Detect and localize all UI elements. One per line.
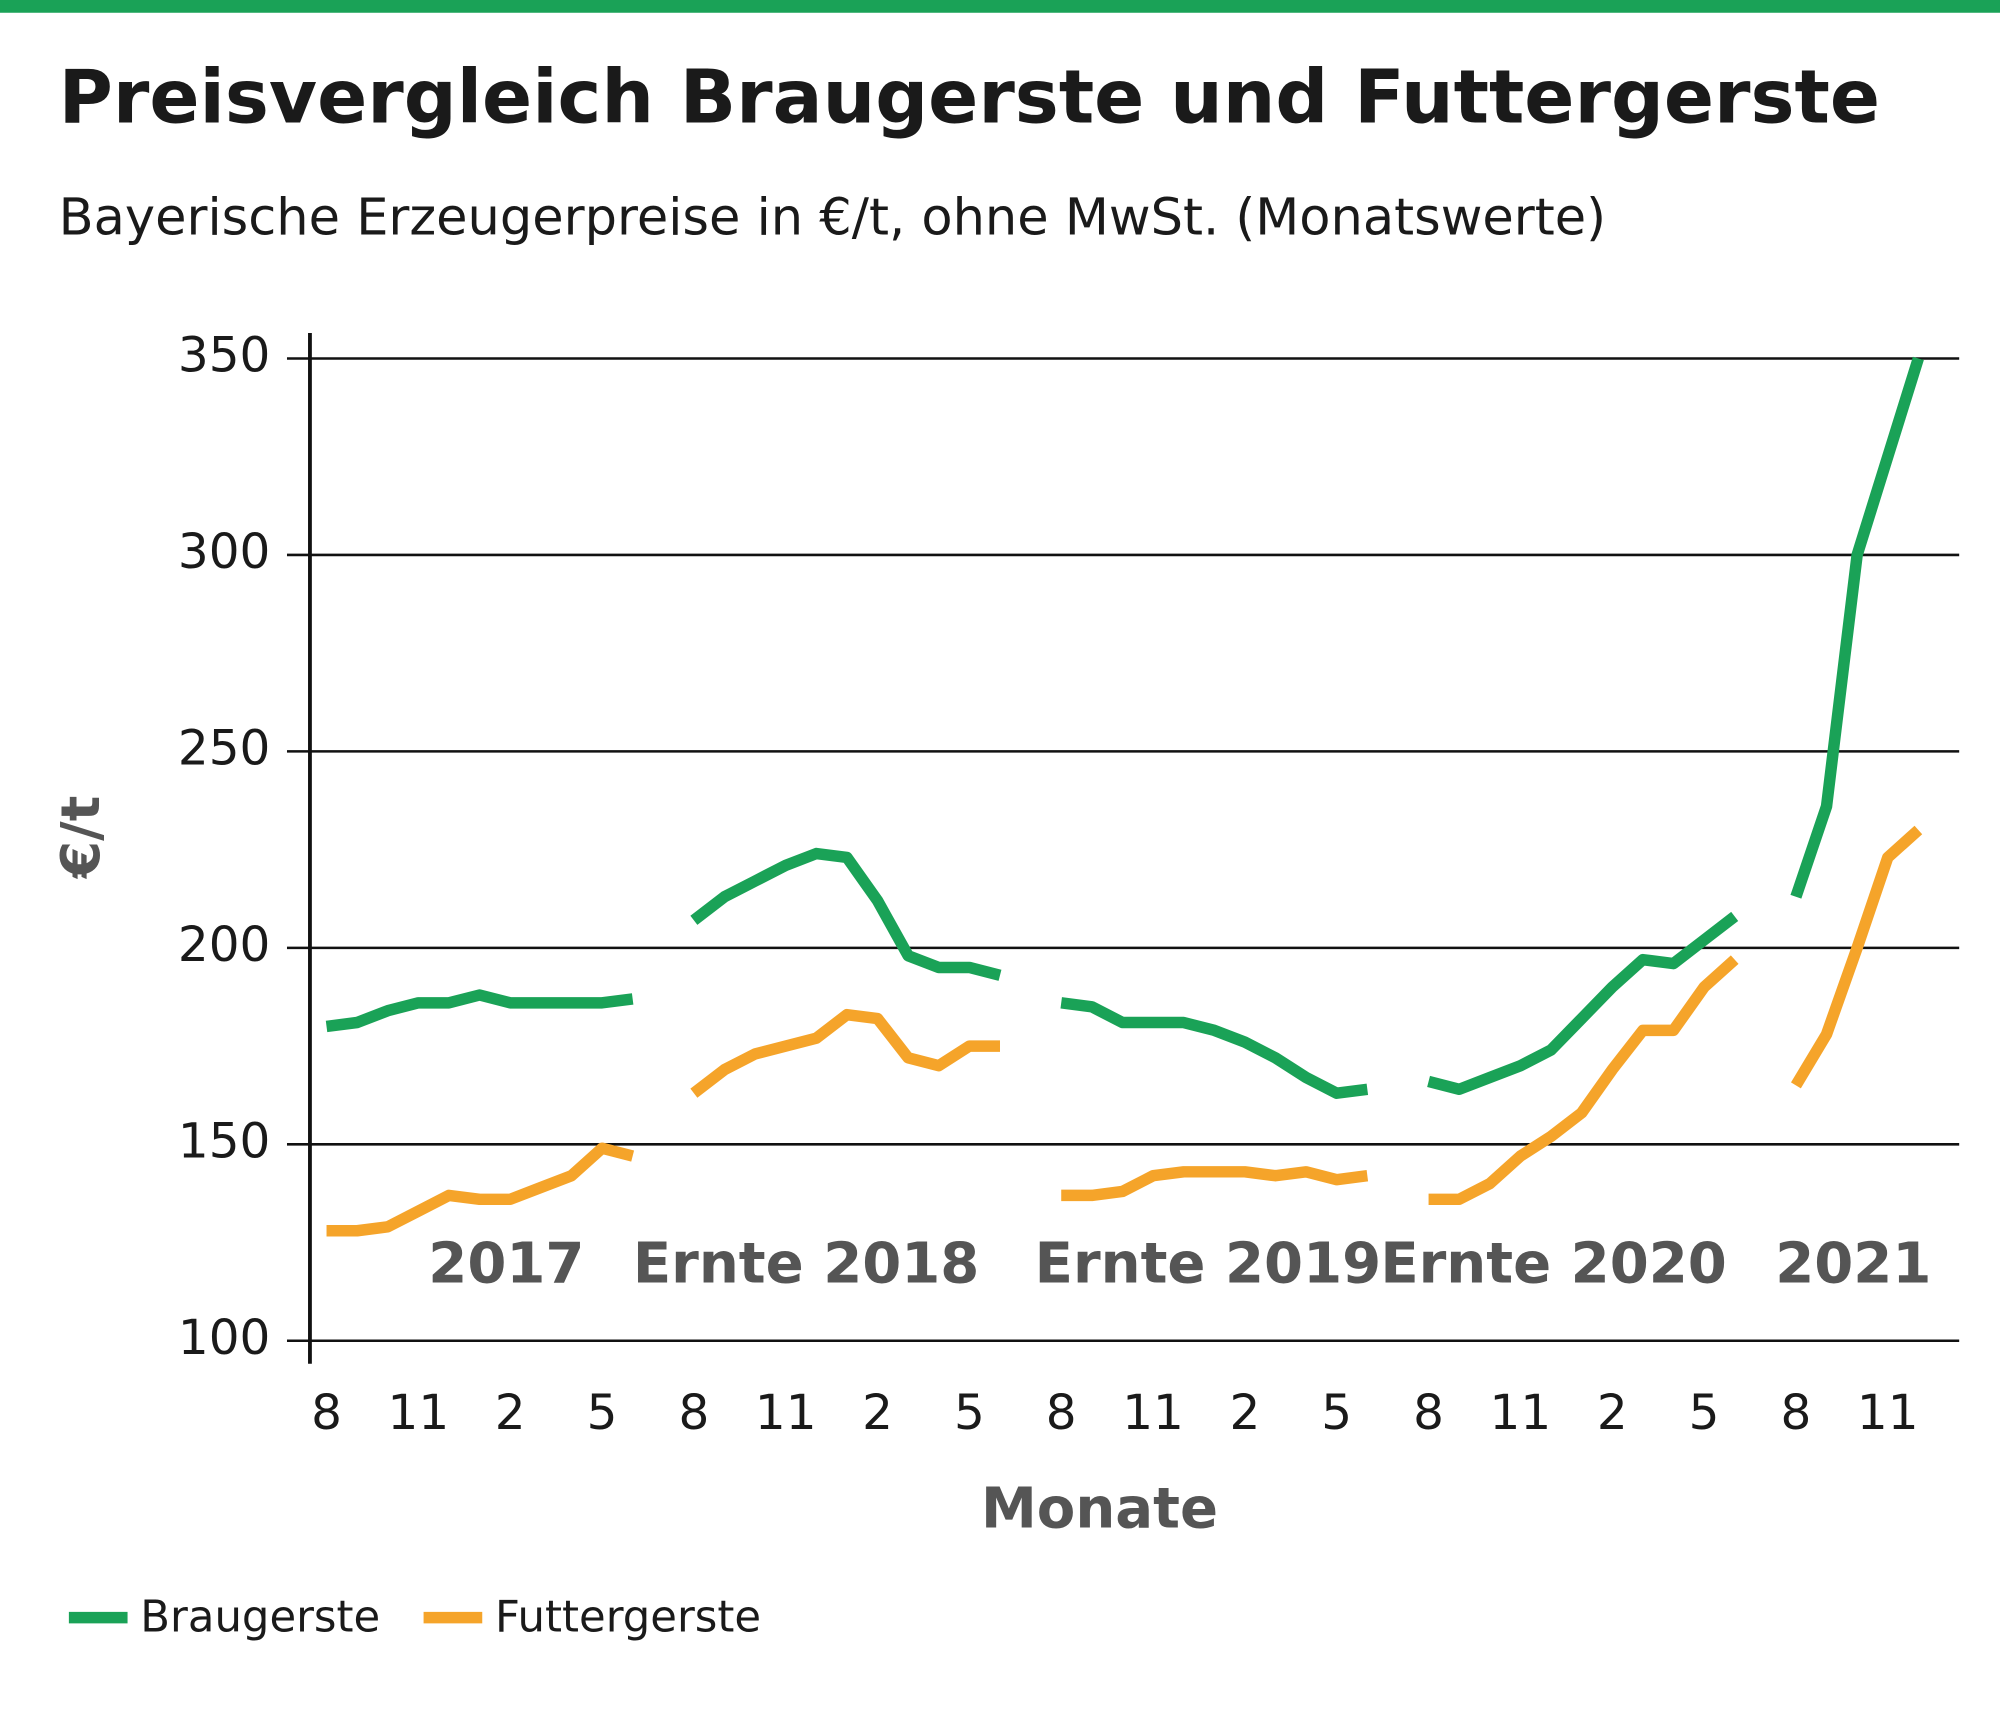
x-tick-label: 8 <box>311 1385 342 1441</box>
x-tick-label: 8 <box>678 1385 709 1441</box>
series-line <box>325 356 1924 1099</box>
x-tick-label: 5 <box>1321 1385 1352 1441</box>
x-tick-label: 2 <box>495 1385 526 1441</box>
chart-subtitle: Bayerische Erzeugerpreise in €/t, ohne M… <box>59 189 1606 248</box>
y-axis-label: €/t <box>49 796 112 880</box>
x-tick-label: 11 <box>388 1385 450 1441</box>
y-tick-label: 200 <box>178 917 271 973</box>
legend-label: Braugerste <box>140 1593 380 1643</box>
y-tick-label: 350 <box>178 327 271 383</box>
period-label: 2021 <box>1775 1231 1931 1296</box>
x-tick-label: 5 <box>954 1385 985 1441</box>
y-tick-label: 100 <box>178 1310 271 1366</box>
x-tick-label: 2 <box>1597 1385 1628 1441</box>
period-label: 2017 <box>428 1231 584 1296</box>
legend-label: Futtergerste <box>495 1593 761 1643</box>
x-tick-label: 8 <box>1780 1385 1811 1441</box>
chart-title: Preisvergleich Braugerste und Futtergers… <box>59 55 1880 141</box>
x-tick-label: 11 <box>1490 1385 1552 1441</box>
y-tick-label: 250 <box>178 720 271 776</box>
x-tick-label: 11 <box>755 1385 817 1441</box>
x-tick-label: 8 <box>1046 1385 1077 1441</box>
x-axis-label: Monate <box>981 1476 1218 1541</box>
x-tick-label: 11 <box>1122 1385 1184 1441</box>
period-label: Ernte 2020 <box>1380 1231 1727 1296</box>
x-tick-label: 2 <box>1229 1385 1260 1441</box>
y-tick-label: 300 <box>178 524 271 580</box>
x-tick-label: 2 <box>862 1385 893 1441</box>
x-tick-label: 8 <box>1413 1385 1444 1441</box>
period-label: Ernte 2019 <box>1035 1231 1382 1296</box>
top-bar <box>0 0 2000 13</box>
x-tick-label: 11 <box>1857 1385 1919 1441</box>
x-tick-label: 5 <box>587 1385 618 1441</box>
x-tick-label: 5 <box>1689 1385 1720 1441</box>
period-label: Ernte 2018 <box>633 1231 980 1296</box>
series-line <box>326 825 1923 1237</box>
y-tick-label: 150 <box>178 1113 271 1169</box>
